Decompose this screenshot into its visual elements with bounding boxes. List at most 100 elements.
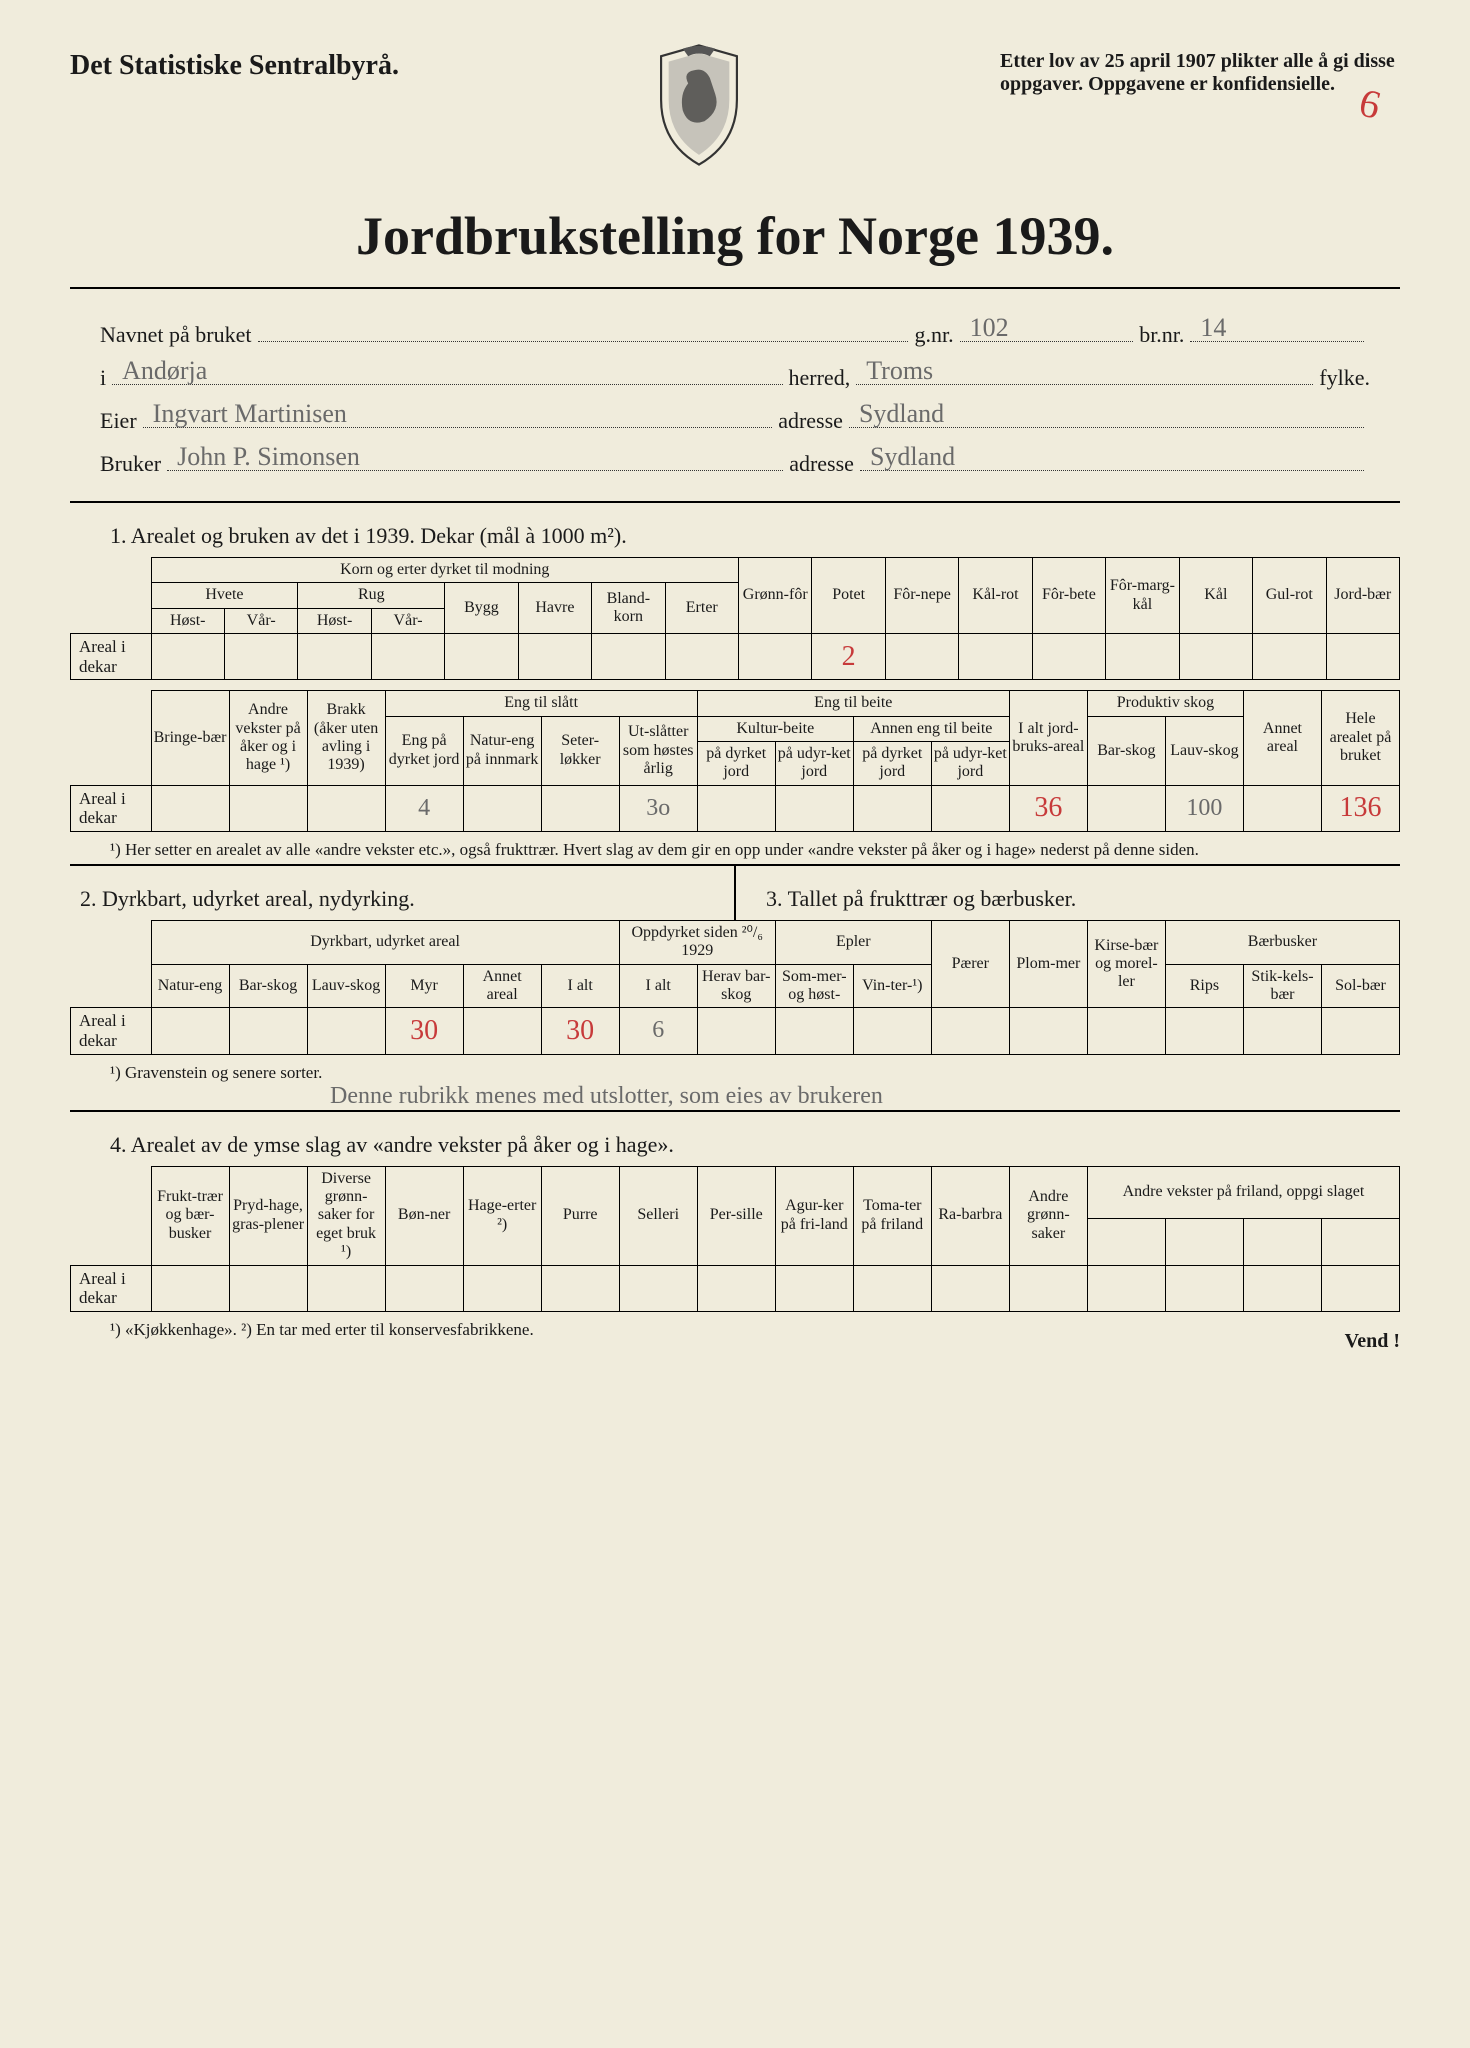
vend-label: Vend ! xyxy=(1345,1330,1400,1353)
col-herav-bar: Herav bar-skog xyxy=(697,964,775,1008)
col-eng-beite: Eng til beite xyxy=(697,691,1009,716)
col-annen-eng: Annen eng til beite xyxy=(853,716,1009,741)
county-value: Troms xyxy=(866,356,933,386)
owner-value: Ingvart Martinisen xyxy=(153,399,347,429)
col-vinter: Vin-ter-¹) xyxy=(853,964,931,1008)
col-erter: Erter xyxy=(665,583,738,634)
col-tomater: Toma-ter på friland xyxy=(853,1166,931,1265)
col-hvete-host: Høst- xyxy=(151,608,224,633)
row-areal-1a: Areal i dekar xyxy=(71,634,152,680)
section4-title: 4. Arealet av de ymse slag av «andre vek… xyxy=(110,1132,1400,1158)
farm-name-label: Navnet på bruket xyxy=(100,322,252,348)
col-paerer: Pærer xyxy=(931,920,1009,1008)
col-diverse: Diverse grønn-saker for eget bruk ¹) xyxy=(307,1166,385,1265)
col-kal: Kål xyxy=(1179,558,1252,634)
col-solbaer: Sol-bær xyxy=(1321,964,1399,1008)
col-annet-areal: Annet areal xyxy=(1243,691,1321,786)
owner-label: Eier xyxy=(100,408,137,434)
col-rug-host: Høst- xyxy=(298,608,371,633)
col-seter: Seter-løkker xyxy=(541,716,619,785)
section2-title: 2. Dyrkbart, udyrket areal, nydyrking. xyxy=(80,886,714,912)
col-jordbaer: Jord-bær xyxy=(1326,558,1400,634)
col-bonner: Bøn-ner xyxy=(385,1166,463,1265)
col-andre-friland: Andre vekster på friland, oppgi slaget xyxy=(1087,1166,1399,1218)
col-kalrot: Kål-rot xyxy=(959,558,1032,634)
handwritten-note: Denne rubrikk menes med utslotter, som e… xyxy=(330,1083,1400,1110)
val-potet: 2 xyxy=(812,634,885,680)
col-andre-gronn: Andre grønn-saker xyxy=(1009,1166,1087,1265)
col-oppdyrket-group: Oppdyrket siden ²⁰/₆ 1929 xyxy=(619,920,775,964)
col-selleri: Selleri xyxy=(619,1166,697,1265)
table-1b: Bringe-bær Andre vekster på åker og i ha… xyxy=(70,690,1400,832)
col-purre: Purre xyxy=(541,1166,619,1265)
col-hele-areal: Hele arealet på bruket xyxy=(1321,691,1399,786)
section1-title: 1. Arealet og bruken av det i 1939. Deka… xyxy=(110,523,1400,549)
col-kulturbeite: Kultur-beite xyxy=(697,716,853,741)
col-hageerter: Hage-erter ²) xyxy=(463,1166,541,1265)
parish-value: Andørja xyxy=(122,356,207,386)
col-natureng: Natur-eng på innmark xyxy=(463,716,541,785)
law-notice: Etter lov av 25 april 1907 plikter alle … xyxy=(1000,50,1400,96)
col-epler: Epler xyxy=(775,920,931,964)
brnr-label: br.nr. xyxy=(1139,322,1184,348)
section3-title: 3. Tallet på frukttrær og bærbusker. xyxy=(766,886,1400,912)
val-myr: 30 xyxy=(385,1008,463,1054)
coat-of-arms-icon xyxy=(644,40,754,175)
table-1a: Korn og erter dyrket til modning Grønn-f… xyxy=(70,557,1400,680)
user-label: Bruker xyxy=(100,451,161,477)
val-utslatter: 3o xyxy=(619,785,697,831)
col-gronnfor: Grønn-fôr xyxy=(739,558,812,634)
col-kirsebaer: Kirse-bær og morel-ler xyxy=(1087,920,1165,1008)
table-4: Frukt-trær og bær-busker Pryd-hage, gras… xyxy=(70,1166,1400,1312)
col-sommer: Som-mer-og høst- xyxy=(775,964,853,1008)
footnote-4: ¹) «Kjøkkenhage». ²) En tar med erter ti… xyxy=(140,1320,534,1353)
agency-name: Det Statistiske Sentralbyrå. xyxy=(70,50,399,82)
col-eng-slatt: Eng til slått xyxy=(385,691,697,716)
col-brakk: Brakk (åker uten avling i 1939) xyxy=(307,691,385,786)
col-gulrot: Gul-rot xyxy=(1253,558,1326,634)
col-havre: Havre xyxy=(518,583,591,634)
col-natureng2: Natur-eng xyxy=(151,964,229,1008)
col-rips: Rips xyxy=(1165,964,1243,1008)
col-bringebaer: Bringe-bær xyxy=(151,691,229,786)
col-fornepe: Fôr-nepe xyxy=(885,558,958,634)
col-kb-dyrket: på dyrket jord xyxy=(697,742,775,786)
row-areal-4: Areal i dekar xyxy=(71,1265,152,1311)
col-eng-dyrket: Eng på dyrket jord xyxy=(385,716,463,785)
col-potet: Potet xyxy=(812,558,885,634)
col-barskog2: Bar-skog xyxy=(229,964,307,1008)
val-ialt2: 6 xyxy=(619,1008,697,1054)
col-ae-dyrket: på dyrket jord xyxy=(853,742,931,786)
col-dyrkbart-group: Dyrkbart, udyrket areal xyxy=(151,920,619,964)
col-ialt2: I alt xyxy=(541,964,619,1008)
val-ialt-jord: 36 xyxy=(1009,785,1087,831)
col-rabarbra: Ra-barbra xyxy=(931,1166,1009,1265)
table-23: Dyrkbart, udyrket areal Oppdyrket siden … xyxy=(70,920,1400,1055)
user-value: John P. Simonsen xyxy=(177,442,360,472)
col-ialt-jord: I alt jord-bruks-areal xyxy=(1009,691,1087,786)
col-barskog: Bar-skog xyxy=(1087,716,1165,785)
val-eng-dyrket: 4 xyxy=(385,785,463,831)
col-forbete: Fôr-bete xyxy=(1032,558,1105,634)
col-rug-var: Vår- xyxy=(371,608,444,633)
col-ialt3: I alt xyxy=(619,964,697,1008)
fylke-label: fylke. xyxy=(1319,365,1370,391)
owner-addr-value: Sydland xyxy=(859,399,944,429)
col-hvete-var: Vår- xyxy=(224,608,297,633)
col-agurker: Agur-ker på fri-land xyxy=(775,1166,853,1265)
user-addr-value: Sydland xyxy=(870,442,955,472)
col-utslatter: Ut-slåtter som høstes årlig xyxy=(619,716,697,785)
val-hele: 136 xyxy=(1321,785,1399,831)
col-ae-udyrket: på udyr-ket jord xyxy=(931,742,1009,786)
row-areal-1b: Areal i dekar xyxy=(71,785,152,831)
col-baerbusker: Bærbusker xyxy=(1165,920,1399,964)
col-annet2: Annet areal xyxy=(463,964,541,1008)
user-addr-label: adresse xyxy=(789,451,854,477)
owner-addr-label: adresse xyxy=(778,408,843,434)
page-title: Jordbrukstelling for Norge 1939. xyxy=(70,205,1400,289)
col-bygg: Bygg xyxy=(445,583,518,634)
gnr-value: 102 xyxy=(970,313,1009,343)
col-kb-udyrket: på udyr-ket jord xyxy=(775,742,853,786)
footnote-1: ¹) Her setter en arealet av alle «andre … xyxy=(140,840,1400,860)
col-blandkorn: Bland-korn xyxy=(592,583,665,634)
